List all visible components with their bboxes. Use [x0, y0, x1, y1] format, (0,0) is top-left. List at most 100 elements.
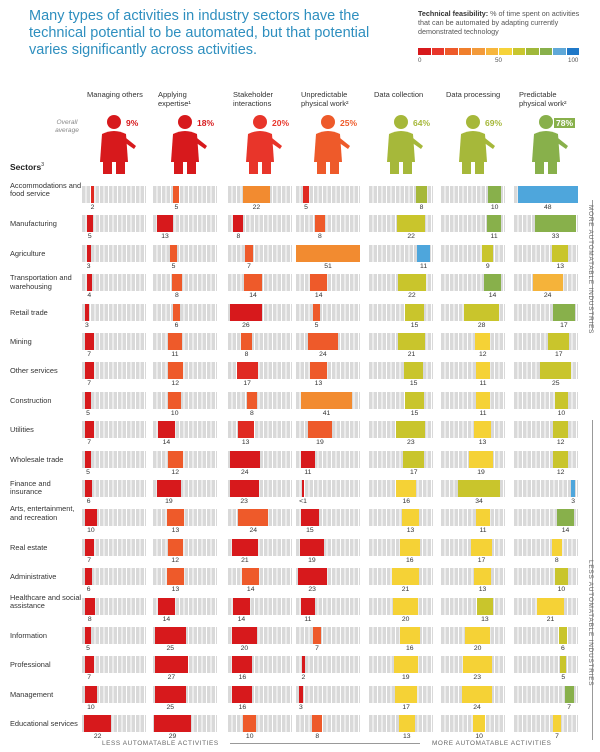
bar-track	[82, 568, 146, 586]
bar-value-label: 8	[87, 615, 92, 623]
bar-track	[228, 244, 292, 262]
heatmap-bar	[84, 538, 94, 556]
heatmap-bar	[476, 362, 490, 380]
heatmap-bar	[552, 244, 569, 262]
bar-value-label: 21	[546, 615, 555, 623]
heatmap-bar	[84, 480, 93, 497]
heatmap-bar	[84, 656, 94, 674]
bar-track	[82, 421, 146, 439]
bar-value-label: 19	[477, 468, 485, 476]
axis-line-bottom	[592, 420, 593, 740]
bar-track	[514, 480, 578, 497]
column-average: 9%	[126, 118, 139, 128]
bar-track	[228, 333, 292, 350]
heatmap-bar	[170, 244, 177, 262]
legend-tick-50: 50	[495, 57, 502, 64]
worker-illustration	[524, 110, 572, 176]
bar-value-label: <1	[299, 498, 307, 505]
bar-track	[228, 715, 292, 733]
bar-value-label: 26	[242, 321, 250, 329]
heatmap-bar	[476, 509, 490, 527]
heatmap-bar	[556, 509, 575, 527]
bar-value-label: 6	[561, 645, 565, 652]
bar-value-label: 5	[86, 409, 90, 417]
bar-track	[296, 627, 360, 644]
heatmap-bar	[172, 303, 181, 321]
column-average: 20%	[272, 118, 290, 128]
legend-swatch	[539, 48, 552, 55]
bar-value-label: 25	[166, 703, 175, 711]
heatmap-bar	[173, 186, 180, 203]
bar-track	[228, 215, 292, 233]
heatmap-bar	[244, 274, 262, 292]
bar-track	[514, 450, 578, 468]
heatmap-bar	[312, 627, 322, 644]
bar-value-label: 51	[324, 262, 332, 270]
bar-track	[82, 244, 146, 262]
heatmap-bar	[483, 274, 502, 292]
bar-value-label: 13	[402, 733, 411, 741]
heatmap-bar	[86, 215, 93, 233]
heatmap-bar	[238, 509, 269, 527]
heatmap-bar	[559, 627, 567, 644]
bar-track	[441, 421, 505, 439]
legend-swatch	[566, 48, 579, 55]
bar-value-label: 14	[249, 292, 257, 300]
sector-label: Professional	[10, 660, 51, 670]
bar-track	[296, 715, 360, 733]
heatmap-bar	[396, 421, 426, 439]
bar-value-label: 10	[245, 733, 254, 741]
heatmap-bar	[229, 303, 263, 321]
heatmap-bar	[395, 685, 417, 703]
bar-track	[82, 597, 146, 615]
heatmap-bar	[399, 627, 420, 644]
heatmap-bar	[405, 391, 424, 409]
heatmap-bar	[84, 627, 92, 644]
bar-value-label: 20	[240, 645, 249, 652]
bar-value-label: 7	[87, 674, 92, 682]
less-automatable-activities-label: LESS AUTOMATABLE ACTIVITIES	[102, 740, 219, 747]
bar-value-label: 3	[571, 498, 575, 505]
heatmap-bar	[560, 656, 567, 674]
bar-value-label: 23	[473, 674, 481, 682]
bar-track	[153, 362, 217, 380]
bar-value-label: 24	[473, 703, 481, 711]
bar-value-label: 13	[161, 233, 169, 241]
bar-value-label: 14	[314, 292, 323, 300]
bar-value-label: 15	[409, 380, 418, 388]
bar-track	[369, 362, 433, 380]
heatmap-bar	[300, 538, 324, 556]
heatmap-bar	[462, 656, 492, 674]
heatmap-bar	[84, 568, 93, 586]
bar-value-label: 13	[171, 586, 180, 594]
bar-track	[153, 538, 217, 556]
bar-track	[296, 215, 360, 233]
bar-value-label: 8	[236, 233, 241, 241]
heatmap-bar	[231, 538, 259, 556]
heatmap-bar	[308, 421, 332, 439]
heatmap-bar	[154, 656, 189, 674]
bar-value-label: 17	[477, 556, 486, 564]
bar-track	[441, 362, 505, 380]
heatmap-bar	[244, 244, 254, 262]
sectors-heading: Sectors3	[10, 162, 44, 172]
heatmap-bar	[229, 450, 260, 468]
bar-value-label: 10	[87, 527, 95, 535]
bar-track	[369, 509, 433, 527]
legend-swatch	[526, 48, 539, 55]
column-average: 64%	[413, 118, 431, 128]
legend-swatch	[485, 48, 498, 55]
bar-value-label: 13	[556, 262, 565, 270]
heatmap-bar	[552, 715, 562, 733]
bar-value-label: 17	[243, 380, 251, 388]
bar-track	[153, 568, 217, 586]
heatmap-bar	[469, 450, 493, 468]
heatmap-bar	[157, 597, 176, 615]
sector-label: Healthcare and social assistance	[10, 592, 82, 610]
heatmap-bar	[84, 362, 94, 380]
bar-track	[82, 303, 146, 321]
bar-value-label: 7	[87, 380, 92, 388]
bar-value-label: 12	[556, 468, 565, 476]
bar-track	[296, 274, 360, 292]
column-average: 69%	[485, 118, 503, 128]
